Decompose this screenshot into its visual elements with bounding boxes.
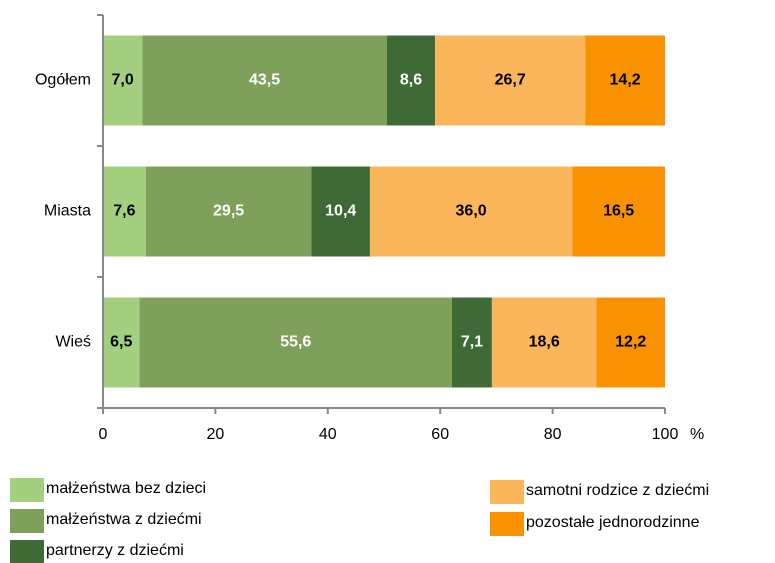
bar-segment bbox=[145, 166, 312, 257]
y-tick-label: Ogółem bbox=[35, 72, 91, 89]
bar-segment bbox=[452, 297, 492, 388]
legend-label: małżeństwa z dziećmi bbox=[46, 511, 202, 528]
legend-swatch bbox=[490, 512, 524, 536]
data-label: 36,0 bbox=[456, 203, 487, 220]
data-label: 29,5 bbox=[213, 203, 244, 220]
data-label: 55,6 bbox=[280, 334, 311, 351]
bar-segment bbox=[596, 297, 665, 388]
legend-swatch bbox=[10, 509, 44, 533]
bar-segment bbox=[103, 166, 146, 257]
bar-segment bbox=[585, 35, 665, 126]
data-label: 14,2 bbox=[610, 72, 641, 89]
y-tick-label: Miasta bbox=[44, 203, 91, 220]
bar-segment bbox=[386, 35, 436, 126]
legend-label: pozostałe jednorodzinne bbox=[526, 514, 700, 531]
legend-swatch bbox=[10, 478, 44, 502]
data-label: 10,4 bbox=[325, 203, 356, 220]
data-label: 12,2 bbox=[615, 334, 646, 351]
bar-segment bbox=[103, 35, 143, 126]
bar-segment bbox=[103, 297, 140, 388]
x-tick-label: 0 bbox=[99, 426, 108, 443]
data-label: 7,1 bbox=[461, 334, 483, 351]
data-label: 16,5 bbox=[603, 203, 634, 220]
legend-swatch bbox=[490, 480, 524, 504]
x-axis-unit: % bbox=[690, 426, 704, 443]
x-tick-label: 20 bbox=[207, 426, 225, 443]
bar-segment bbox=[139, 297, 453, 388]
data-label: 8,6 bbox=[400, 72, 422, 89]
data-label: 6,5 bbox=[110, 334, 132, 351]
bar-segment bbox=[491, 297, 597, 388]
bar-segment bbox=[572, 166, 665, 257]
legend-swatch bbox=[10, 540, 44, 563]
bar-segment bbox=[311, 166, 370, 257]
legend-label: małżeństwa bez dzieci bbox=[46, 480, 206, 497]
x-tick-label: 40 bbox=[319, 426, 337, 443]
data-label: 7,0 bbox=[112, 72, 134, 89]
data-label: 43,5 bbox=[249, 72, 280, 89]
y-tick-label: Wieś bbox=[55, 334, 91, 351]
bar-segment bbox=[435, 35, 586, 126]
data-label: 26,7 bbox=[495, 72, 526, 89]
x-tick-label: 80 bbox=[544, 426, 562, 443]
legend-label: partnerzy z dziećmi bbox=[46, 542, 184, 559]
data-label: 7,6 bbox=[113, 203, 135, 220]
x-tick-label: 100 bbox=[652, 426, 679, 443]
data-label: 18,6 bbox=[529, 334, 560, 351]
legend-label: samotni rodzice z dziećmi bbox=[526, 482, 709, 499]
x-tick-label: 60 bbox=[431, 426, 449, 443]
bar-segment bbox=[369, 166, 573, 257]
bar-segment bbox=[142, 35, 387, 126]
